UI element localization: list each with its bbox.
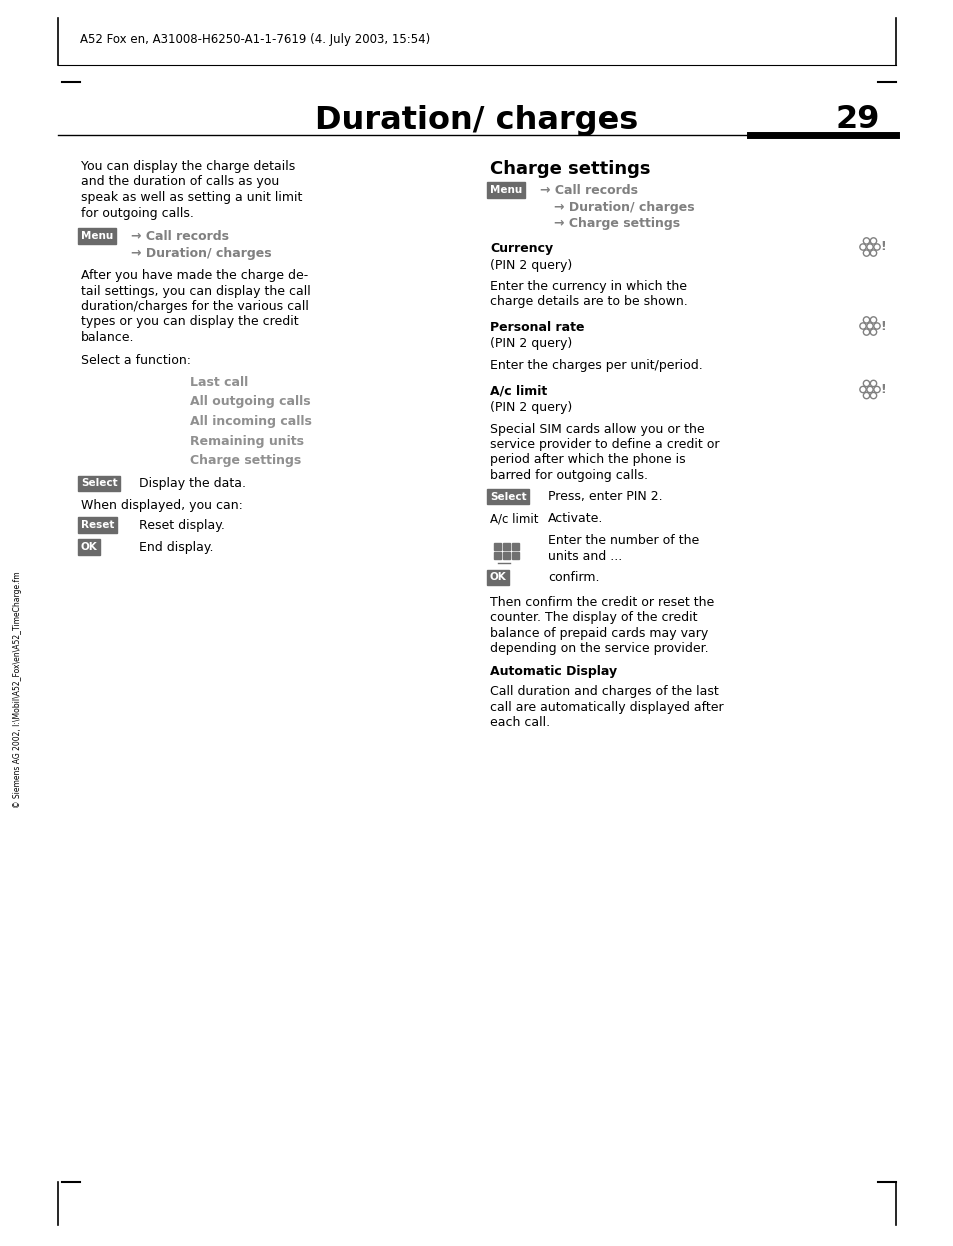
Text: Call duration and charges of the last: Call duration and charges of the last <box>490 685 718 698</box>
Text: After you have made the charge de-: After you have made the charge de- <box>81 269 308 282</box>
Text: (PIN 2 query): (PIN 2 query) <box>490 401 572 414</box>
Text: confirm.: confirm. <box>547 571 598 584</box>
Text: Then confirm the credit or reset the: Then confirm the credit or reset the <box>490 596 714 608</box>
Text: types or you can display the credit: types or you can display the credit <box>81 315 298 329</box>
Bar <box>494 542 500 549</box>
Text: Enter the charges per unit/period.: Enter the charges per unit/period. <box>490 359 702 373</box>
Text: balance.: balance. <box>81 331 134 344</box>
Text: All incoming calls: All incoming calls <box>190 415 312 427</box>
Text: A/c limit: A/c limit <box>490 512 537 525</box>
Text: and the duration of calls as you: and the duration of calls as you <box>81 176 279 188</box>
Text: Select a function:: Select a function: <box>81 355 191 368</box>
Text: → Call records: → Call records <box>131 229 229 243</box>
Text: When displayed, you can:: When displayed, you can: <box>81 500 243 512</box>
Text: call are automatically displayed after: call are automatically displayed after <box>490 700 723 714</box>
Text: Select: Select <box>490 491 526 501</box>
Text: Charge settings: Charge settings <box>490 159 650 178</box>
Text: charge details are to be shown.: charge details are to be shown. <box>490 295 687 309</box>
Text: Special SIM cards allow you or the: Special SIM cards allow you or the <box>490 422 704 436</box>
Text: 29: 29 <box>835 105 879 136</box>
Text: Personal rate: Personal rate <box>490 321 584 334</box>
Text: A52 Fox en, A31008-H6250-A1-1-7619 (4. July 2003, 15:54): A52 Fox en, A31008-H6250-A1-1-7619 (4. J… <box>80 34 430 46</box>
Bar <box>512 552 518 558</box>
Text: → Duration/ charges: → Duration/ charges <box>554 201 694 213</box>
Text: Activate.: Activate. <box>547 512 602 525</box>
Text: tail settings, you can display the call: tail settings, you can display the call <box>81 284 311 298</box>
Text: Reset display.: Reset display. <box>139 518 225 532</box>
Text: → Call records: → Call records <box>539 183 638 197</box>
Bar <box>512 542 518 549</box>
Text: End display.: End display. <box>139 541 213 553</box>
Text: © Siemens AG 2002, I:\Mobil\A52_Fox\en\A52_TimeCharge.fm: © Siemens AG 2002, I:\Mobil\A52_Fox\en\A… <box>13 572 23 809</box>
Text: Enter the number of the: Enter the number of the <box>547 535 699 547</box>
Text: !: ! <box>880 319 885 333</box>
Text: Press, enter PIN 2.: Press, enter PIN 2. <box>547 490 662 503</box>
Text: Select: Select <box>81 478 117 488</box>
Text: balance of prepaid cards may vary: balance of prepaid cards may vary <box>490 627 707 639</box>
Text: period after which the phone is: period after which the phone is <box>490 454 685 466</box>
Text: OK: OK <box>81 542 97 552</box>
Text: Currency: Currency <box>490 242 553 255</box>
Text: depending on the service provider.: depending on the service provider. <box>490 642 708 655</box>
Text: Display the data.: Display the data. <box>139 477 246 490</box>
Text: All outgoing calls: All outgoing calls <box>190 395 311 409</box>
Text: for outgoing calls.: for outgoing calls. <box>81 207 193 219</box>
Text: Automatic Display: Automatic Display <box>490 665 617 679</box>
Text: barred for outgoing calls.: barred for outgoing calls. <box>490 468 647 482</box>
Text: A/c limit: A/c limit <box>490 385 547 397</box>
Text: each call.: each call. <box>490 716 550 729</box>
Text: service provider to define a credit or: service provider to define a credit or <box>490 439 719 451</box>
Text: !: ! <box>880 240 885 253</box>
Text: !: ! <box>880 383 885 396</box>
Text: units and ...: units and ... <box>547 549 621 563</box>
Text: Enter the currency in which the: Enter the currency in which the <box>490 280 686 293</box>
Text: Duration/ charges: Duration/ charges <box>315 105 638 136</box>
Text: → Duration/ charges: → Duration/ charges <box>131 247 272 259</box>
Text: Last call: Last call <box>190 376 248 389</box>
Text: (PIN 2 query): (PIN 2 query) <box>490 258 572 272</box>
Text: speak as well as setting a unit limit: speak as well as setting a unit limit <box>81 191 302 204</box>
Text: duration/charges for the various call: duration/charges for the various call <box>81 300 309 313</box>
Text: You can display the charge details: You can display the charge details <box>81 159 294 173</box>
Bar <box>494 552 500 558</box>
Text: Remaining units: Remaining units <box>190 435 304 447</box>
Text: Charge settings: Charge settings <box>190 454 301 467</box>
Text: → Charge settings: → Charge settings <box>554 218 679 231</box>
Bar <box>502 542 510 549</box>
Text: Menu: Menu <box>81 231 113 240</box>
Text: Reset: Reset <box>81 520 114 530</box>
Bar <box>502 552 510 558</box>
Text: OK: OK <box>490 572 506 582</box>
Text: counter. The display of the credit: counter. The display of the credit <box>490 611 697 624</box>
Text: (PIN 2 query): (PIN 2 query) <box>490 338 572 350</box>
Text: Menu: Menu <box>490 184 521 196</box>
